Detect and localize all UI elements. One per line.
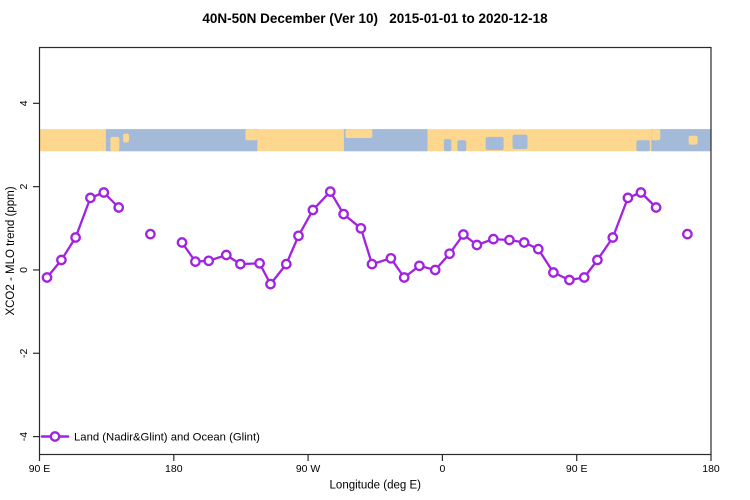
plot-box — [38, 46, 712, 456]
map-land-patch — [345, 129, 373, 138]
map-sea-patch — [485, 136, 504, 151]
x-tick-label: 180 — [165, 463, 183, 475]
data-point — [85, 192, 96, 204]
data-point — [280, 258, 292, 270]
data-point — [518, 237, 530, 248]
x-axis-title: Longitude (deg E) — [330, 480, 422, 492]
x-tick-label: 0 — [439, 463, 445, 475]
y-axis-title: XCO2 - MLO trend (ppm) — [5, 186, 17, 315]
chart-title: 40N-50N December (Ver 10) 2015-01-01 to … — [202, 11, 548, 26]
data-point — [398, 272, 410, 283]
legend-marker — [49, 431, 61, 442]
series-line — [45, 191, 120, 279]
data-point — [650, 202, 662, 213]
data-point — [548, 267, 559, 278]
x-tick-label: 90 E — [29, 463, 51, 475]
data-point — [564, 274, 575, 286]
data-point — [307, 204, 319, 216]
data-point — [366, 258, 378, 270]
data-point — [682, 228, 693, 240]
map-ocean-segment — [651, 129, 711, 152]
data-point — [592, 254, 603, 266]
map-land-patch — [123, 133, 130, 143]
map-sea-patch — [636, 140, 650, 152]
data-point — [190, 256, 201, 267]
y-tick-label: -2 — [18, 348, 30, 357]
legend-label: Land (Nadir&Glint) and Ocean (Glint) — [74, 432, 260, 444]
data-point — [254, 257, 265, 269]
data-point — [504, 234, 515, 246]
x-tick-label: 90 E — [566, 463, 588, 475]
data-point — [385, 252, 397, 264]
data-point — [220, 249, 232, 261]
data-point — [622, 192, 634, 204]
data-point — [324, 186, 336, 197]
data-point — [635, 187, 647, 198]
data-point — [355, 222, 367, 234]
data-point — [265, 278, 276, 290]
data-point — [41, 272, 53, 283]
data-point — [458, 229, 469, 240]
x-tick-label: 180 — [702, 463, 720, 475]
data-point — [235, 258, 246, 270]
map-sea-patch — [443, 139, 452, 152]
map-sea-patch — [512, 134, 528, 150]
data-point — [145, 228, 156, 240]
data-point — [56, 254, 67, 266]
x-tick-label: 90 W — [296, 463, 321, 475]
data-point — [70, 232, 81, 243]
data-point — [471, 239, 483, 251]
data-point — [444, 248, 455, 260]
y-tick-label: 0 — [18, 267, 30, 273]
data-point — [414, 260, 425, 272]
map-land-patch — [688, 135, 698, 145]
y-tick-label: 2 — [18, 184, 30, 190]
data-point — [98, 187, 110, 198]
data-point — [578, 272, 590, 283]
map-land-patch — [245, 129, 258, 141]
data-point — [203, 255, 215, 267]
map-sea-patch — [457, 140, 467, 152]
data-point — [532, 243, 544, 255]
data-point — [176, 237, 188, 248]
y-tick-label: 4 — [18, 100, 30, 106]
map-land-patch — [651, 129, 661, 141]
data-point — [607, 232, 619, 243]
y-tick-label: -4 — [18, 432, 30, 441]
data-point — [488, 233, 499, 245]
map-land-patch — [110, 136, 120, 152]
data-point — [429, 264, 441, 276]
data-point — [113, 202, 125, 213]
map-ocean-segment — [105, 129, 258, 152]
data-point — [293, 230, 304, 242]
data-point — [338, 208, 349, 220]
